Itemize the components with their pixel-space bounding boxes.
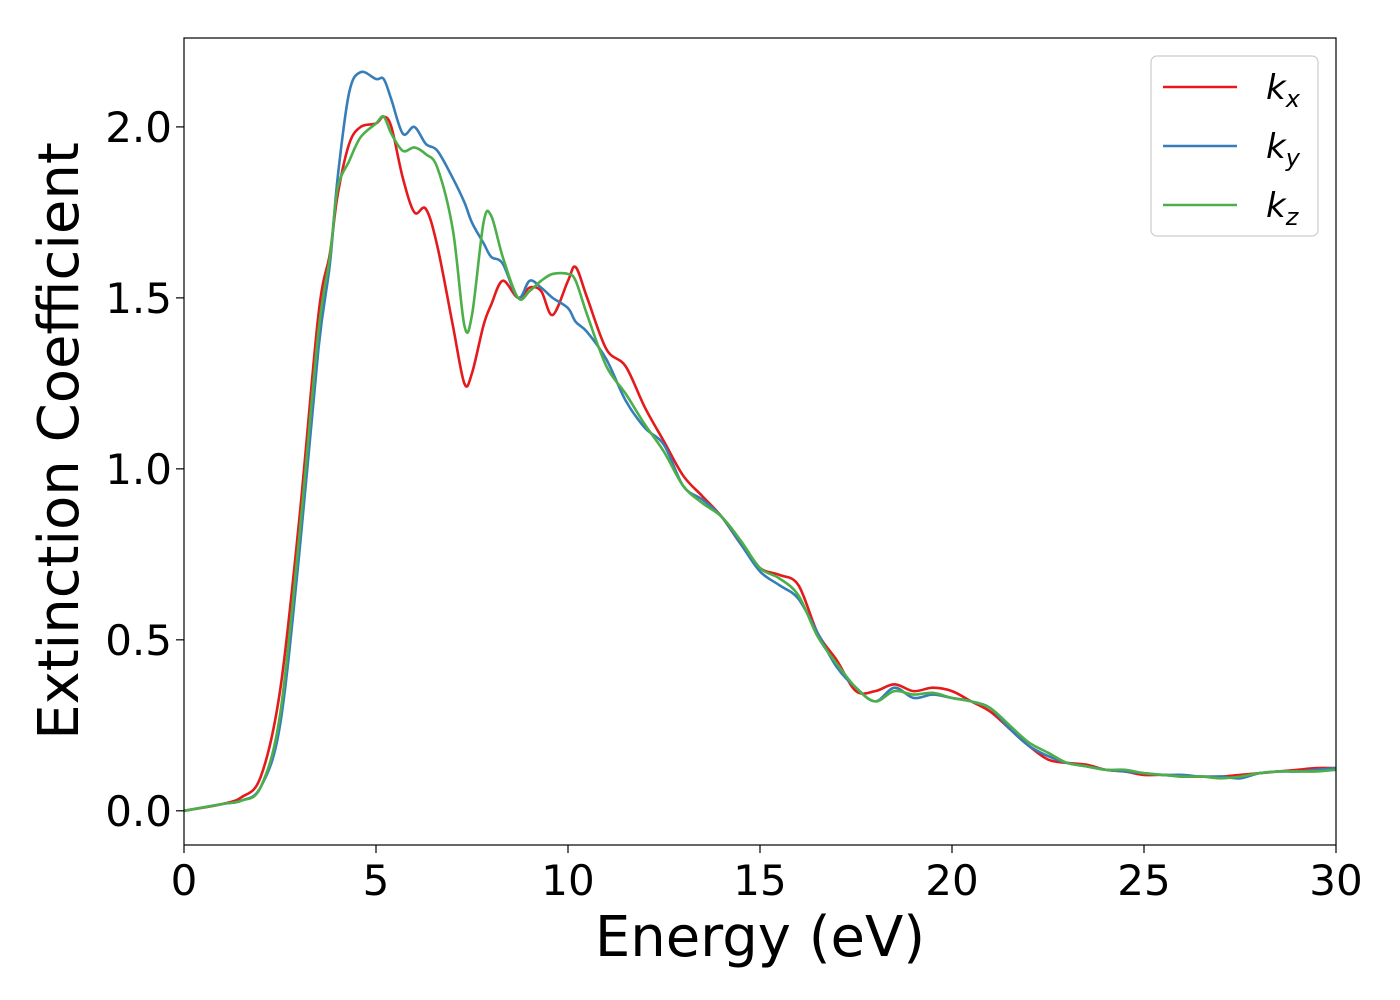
x-tick-label: 30 <box>1309 856 1362 905</box>
y-tick-label: 1.0 <box>105 445 172 494</box>
x-tick-label: 0 <box>171 856 198 905</box>
legend-label-sub: y <box>1285 144 1301 172</box>
series-layer <box>183 70 1337 813</box>
legend-label-main: k <box>1266 68 1287 108</box>
y-tick-label: 1.5 <box>105 274 172 323</box>
x-tick-label: 20 <box>925 856 978 905</box>
x-tick-label: 10 <box>541 856 594 905</box>
y-axis-title: Extinction Coefficient <box>27 142 92 740</box>
x-axis: 0 5 10 15 20 25 30 <box>171 845 1363 905</box>
legend-label-main: k <box>1266 127 1287 167</box>
x-tick-label: 15 <box>733 856 786 905</box>
x-tick-label: 25 <box>1117 856 1170 905</box>
x-tick-label: 5 <box>363 856 390 905</box>
legend-label-sub: x <box>1285 85 1301 113</box>
series-line-z <box>183 115 1337 813</box>
legend-label-y: ky <box>1266 127 1301 172</box>
legend-label-x: kx <box>1266 68 1301 113</box>
legend-label-main: k <box>1266 186 1287 226</box>
y-tick-label: 0.5 <box>105 616 172 665</box>
legend-label-sub: z <box>1285 203 1300 231</box>
x-axis-title: Energy (eV) <box>595 905 925 970</box>
y-tick-label: 0.0 <box>105 787 172 836</box>
legend-label-z: kz <box>1266 186 1300 231</box>
y-tick-label: 2.0 <box>105 103 172 152</box>
y-axis: 0.0 0.5 1.0 1.5 2.0 <box>105 103 184 836</box>
